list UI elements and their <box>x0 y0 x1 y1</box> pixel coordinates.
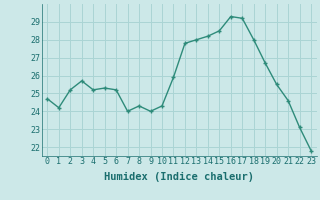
X-axis label: Humidex (Indice chaleur): Humidex (Indice chaleur) <box>104 172 254 182</box>
